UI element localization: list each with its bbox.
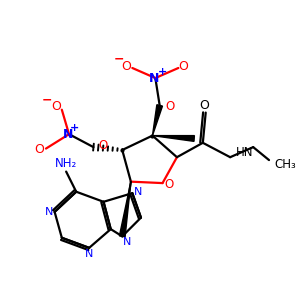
Polygon shape [152,105,163,136]
Text: NH₂: NH₂ [55,157,77,170]
Text: +: + [70,123,80,133]
Text: O: O [164,178,173,191]
Text: N: N [62,128,73,141]
Text: O: O [35,143,45,157]
Text: O: O [99,139,108,152]
Text: N: N [149,72,159,85]
Text: O: O [199,99,209,112]
Text: −: − [42,93,53,106]
Polygon shape [119,182,131,237]
Text: HN: HN [236,146,254,158]
Text: CH₃: CH₃ [275,158,296,171]
Text: +: + [158,67,167,77]
Text: N: N [85,249,93,259]
Text: O: O [178,60,188,73]
Text: O: O [165,100,175,113]
Text: N: N [122,236,131,247]
Text: O: O [51,100,61,113]
Text: −: − [113,53,124,66]
Polygon shape [152,136,194,141]
Text: O: O [122,60,131,73]
Text: N: N [45,207,53,217]
Text: N: N [134,187,142,197]
